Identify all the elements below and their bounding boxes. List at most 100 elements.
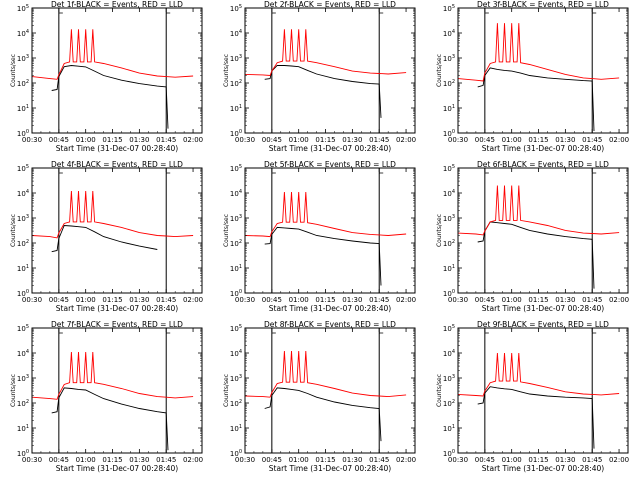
- chart-title: Det 2f-BLACK = Events, RED = LLD: [264, 0, 396, 9]
- x-tick-label: 00:30: [22, 136, 42, 144]
- plot-frame: [31, 7, 203, 134]
- chart-panel-4: 100 101 102 103 104 105 00:30 00:45 01:00 01:15 01…: [10, 160, 203, 313]
- y-tick-label: 104: [17, 349, 29, 358]
- y-tick-label: 105: [443, 324, 455, 333]
- y-tick-label: 102: [443, 399, 455, 408]
- y-tick-label: 101: [230, 104, 242, 113]
- x-tick-label: 00:45: [475, 296, 495, 304]
- x-tick-label: 01:45: [582, 296, 602, 304]
- x-tick-label: 00:30: [448, 296, 468, 304]
- y-tick-label: 103: [17, 54, 29, 63]
- y-tick-label: 100: [230, 289, 242, 298]
- y-tick-label: 105: [443, 164, 455, 173]
- x-tick-label: 01:00: [502, 296, 522, 304]
- y-tick-label: 101: [17, 264, 29, 273]
- y-axis-label: Counts/sec: [436, 374, 443, 407]
- y-tick-label: 105: [230, 164, 242, 173]
- series-line-lld: [244, 191, 407, 238]
- series-line-events: [51, 387, 169, 451]
- series-line-lld: [31, 190, 194, 239]
- y-tick-label: 103: [443, 214, 455, 223]
- y-tick-label: 102: [17, 239, 29, 248]
- chart-title: Det 6f-BLACK = Events, RED = LLD: [477, 160, 609, 169]
- plot-frame: [31, 327, 203, 454]
- x-tick-label: 02:00: [609, 456, 629, 464]
- chart-title: Det 9f-BLACK = Events, RED = LLD: [477, 320, 609, 329]
- x-axis-label: Start Time (31-Dec-07 00:28:40): [482, 144, 604, 153]
- x-tick-label: 01:00: [289, 136, 309, 144]
- y-tick-label: 103: [230, 214, 242, 223]
- y-tick-label: 105: [17, 164, 29, 173]
- x-tick-label: 00:45: [262, 136, 282, 144]
- x-tick-label: 01:15: [315, 296, 335, 304]
- series-line-lld: [31, 351, 194, 400]
- y-tick-label: 104: [230, 29, 242, 38]
- y-tick-label: 105: [443, 4, 455, 13]
- y-tick-label: 105: [230, 4, 242, 13]
- y-tick-label: 104: [443, 29, 455, 38]
- x-tick-label: 00:45: [262, 456, 282, 464]
- x-tick-label: 01:45: [369, 296, 389, 304]
- x-tick-label: 00:30: [448, 456, 468, 464]
- x-axis-label: Start Time (31-Dec-07 00:28:40): [56, 144, 178, 153]
- x-axis-label: Start Time (31-Dec-07 00:28:40): [56, 304, 178, 313]
- y-tick-label: 103: [230, 374, 242, 383]
- y-tick-label: 102: [230, 79, 242, 88]
- y-axis-label: Counts/sec: [10, 374, 17, 407]
- y-axis-label: Counts/sec: [223, 374, 230, 407]
- y-tick-label: 103: [17, 374, 29, 383]
- chart-title: Det 7f-BLACK = Events, RED = LLD: [51, 320, 183, 329]
- x-tick-label: 01:00: [289, 456, 309, 464]
- y-tick-label: 104: [443, 189, 455, 198]
- x-tick-label: 01:00: [289, 296, 309, 304]
- y-tick-label: 104: [230, 189, 242, 198]
- plot-frame: [244, 167, 416, 294]
- y-tick-label: 105: [230, 324, 242, 333]
- x-tick-label: 02:00: [396, 296, 416, 304]
- x-tick-label: 00:30: [22, 296, 42, 304]
- x-tick-label: 00:45: [262, 296, 282, 304]
- x-tick-label: 01:15: [315, 136, 335, 144]
- chart-panel-9: 100 101 102 103 104 105 00:30 00:45 01:00 01:15 01…: [436, 320, 629, 473]
- y-tick-label: 101: [443, 104, 455, 113]
- x-tick-label: 01:45: [369, 456, 389, 464]
- chart-panel-2: 100 101 102 103 104 105 00:30 00:45 01:00 01:15 01…: [223, 0, 416, 153]
- x-tick-label: 00:45: [49, 296, 69, 304]
- x-tick-label: 01:15: [528, 136, 548, 144]
- chart-panel-5: 100 101 102 103 104 105 00:30 00:45 01:00 01:15 01…: [223, 160, 416, 313]
- x-tick-label: 01:00: [76, 456, 96, 464]
- x-axis-label: Start Time (31-Dec-07 00:28:40): [269, 304, 391, 313]
- chart-title: Det 5f-BLACK = Events, RED = LLD: [264, 160, 396, 169]
- x-tick-label: 00:45: [475, 136, 495, 144]
- x-tick-label: 00:30: [235, 136, 255, 144]
- x-tick-label: 01:00: [502, 456, 522, 464]
- x-tick-label: 01:15: [102, 136, 122, 144]
- y-axis-label: Counts/sec: [436, 214, 443, 247]
- y-tick-label: 103: [17, 214, 29, 223]
- x-tick-label: 02:00: [609, 296, 629, 304]
- y-tick-label: 101: [443, 424, 455, 433]
- x-tick-label: 00:45: [49, 456, 69, 464]
- y-tick-label: 102: [443, 79, 455, 88]
- x-tick-label: 01:00: [76, 296, 96, 304]
- y-tick-label: 100: [17, 129, 29, 138]
- x-tick-label: 00:30: [235, 456, 255, 464]
- x-tick-label: 01:45: [369, 136, 389, 144]
- y-axis-label: Counts/sec: [10, 54, 17, 87]
- plot-frame: [457, 7, 629, 134]
- x-tick-label: 01:15: [102, 296, 122, 304]
- x-tick-label: 01:30: [129, 136, 149, 144]
- chart-title: Det 3f-BLACK = Events, RED = LLD: [477, 0, 609, 9]
- chart-title: Det 1f-BLACK = Events, RED = LLD: [51, 0, 183, 9]
- series-line-events: [51, 65, 169, 129]
- y-tick-label: 104: [230, 349, 242, 358]
- plot-frame: [244, 7, 416, 134]
- y-tick-label: 101: [17, 104, 29, 113]
- x-tick-label: 01:00: [76, 136, 96, 144]
- x-tick-label: 02:00: [396, 136, 416, 144]
- x-tick-label: 02:00: [609, 136, 629, 144]
- y-tick-label: 104: [17, 29, 29, 38]
- y-tick-label: 100: [17, 289, 29, 298]
- x-tick-label: 01:45: [582, 136, 602, 144]
